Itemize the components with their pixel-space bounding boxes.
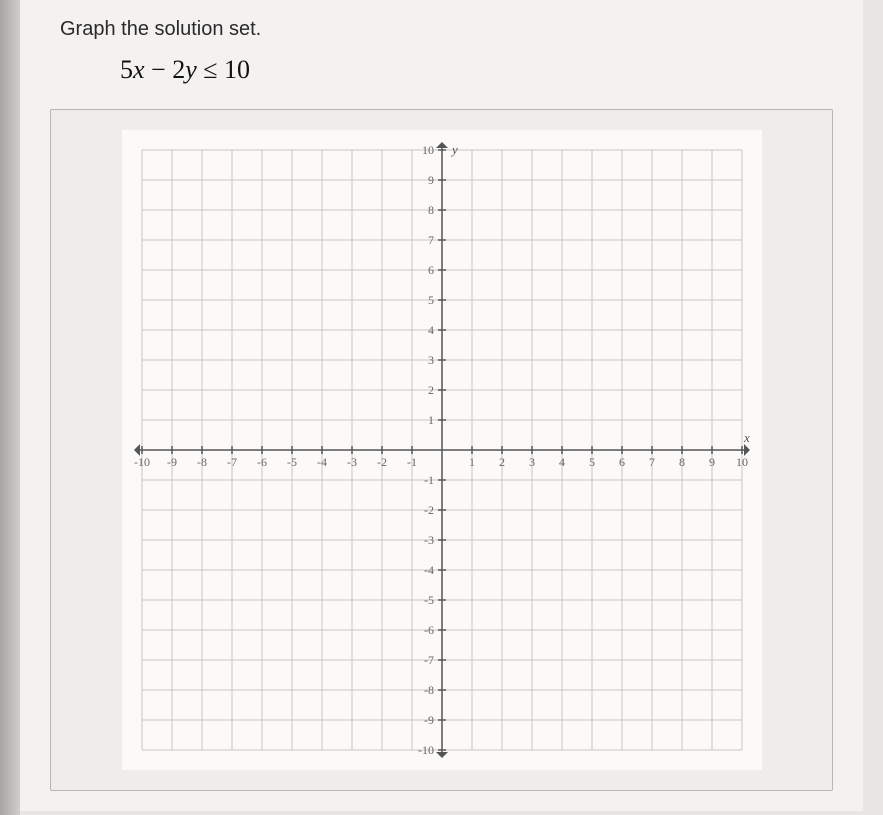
grid-svg: -10 -9 -8 -7 -6 -5 -4 -3 -2 -1 1 2 3 4 5 6 7 8 9 10 -10 -9 -8 -… (122, 130, 762, 770)
svg-text:-1: -1 (424, 473, 434, 487)
svg-text:1: 1 (428, 413, 434, 427)
svg-text:-4: -4 (317, 455, 327, 469)
svg-text:-5: -5 (424, 593, 434, 607)
svg-text:3: 3 (428, 353, 434, 367)
svg-text:y: y (450, 142, 458, 157)
svg-text:10: 10 (736, 455, 748, 469)
graph-frame: -10 -9 -8 -7 -6 -5 -4 -3 -2 -1 1 2 3 4 5 6 7 8 9 10 -10 -9 -8 -… (50, 109, 833, 791)
question-prompt: Graph the solution set. (60, 18, 833, 41)
svg-text:6: 6 (428, 263, 434, 277)
svg-text:10: 10 (422, 143, 434, 157)
svg-text:4: 4 (559, 455, 565, 469)
svg-text:9: 9 (428, 173, 434, 187)
svg-text:-6: -6 (424, 623, 434, 637)
svg-text:-2: -2 (377, 455, 387, 469)
inequality-expression: 5x − 2y ≤ 10 (120, 55, 833, 85)
svg-text:7: 7 (428, 233, 434, 247)
svg-text:-8: -8 (424, 683, 434, 697)
svg-text:1: 1 (469, 455, 475, 469)
svg-text:-2: -2 (424, 503, 434, 517)
svg-text:-7: -7 (424, 653, 434, 667)
svg-text:-9: -9 (424, 713, 434, 727)
svg-text:2: 2 (499, 455, 505, 469)
svg-text:-5: -5 (287, 455, 297, 469)
svg-text:9: 9 (709, 455, 715, 469)
svg-text:-9: -9 (167, 455, 177, 469)
svg-text:7: 7 (649, 455, 655, 469)
svg-text:8: 8 (679, 455, 685, 469)
svg-text:-10: -10 (134, 455, 150, 469)
coordinate-grid[interactable]: -10 -9 -8 -7 -6 -5 -4 -3 -2 -1 1 2 3 4 5 6 7 8 9 10 -10 -9 -8 -… (122, 130, 762, 770)
worksheet-page: Graph the solution set. 5x − 2y ≤ 10 -10… (20, 0, 863, 811)
svg-text:-4: -4 (424, 563, 434, 577)
svg-text:6: 6 (619, 455, 625, 469)
svg-text:2: 2 (428, 383, 434, 397)
svg-text:-8: -8 (197, 455, 207, 469)
svg-text:3: 3 (529, 455, 535, 469)
svg-text:5: 5 (589, 455, 595, 469)
svg-text:x: x (743, 430, 750, 445)
svg-text:-7: -7 (227, 455, 237, 469)
svg-text:-3: -3 (424, 533, 434, 547)
svg-text:-10: -10 (418, 743, 434, 757)
svg-text:-3: -3 (347, 455, 357, 469)
svg-text:4: 4 (428, 323, 434, 337)
page-edge-shadow (0, 0, 20, 815)
svg-text:-6: -6 (257, 455, 267, 469)
svg-text:8: 8 (428, 203, 434, 217)
svg-text:5: 5 (428, 293, 434, 307)
svg-text:-1: -1 (407, 455, 417, 469)
